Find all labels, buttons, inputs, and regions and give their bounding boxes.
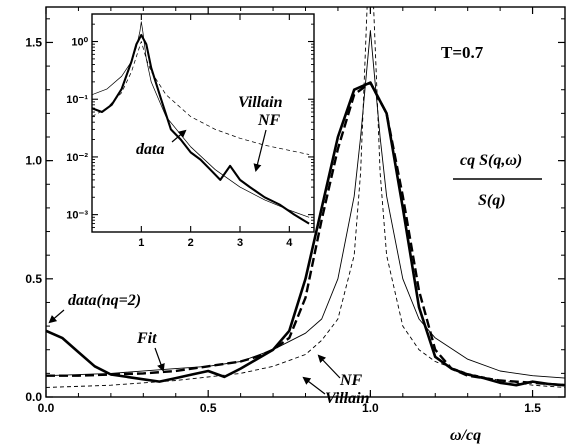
- label-data-nq2: data(nq=2): [68, 292, 141, 309]
- inset-label-data: data: [136, 141, 164, 158]
- main-xtick-label: 0.5: [200, 401, 217, 415]
- main-xtick-label: 1.0: [362, 401, 379, 415]
- label-nf: NF: [339, 372, 363, 389]
- inset-ytick-label: 10⁻²: [66, 152, 88, 164]
- ylabel-denominator: S(q): [478, 192, 506, 209]
- label-fit: Fit: [136, 330, 157, 347]
- main-ytick-label: 1.0: [25, 154, 42, 168]
- inset-label-nf: NF: [257, 112, 281, 129]
- inset-series-nf: [92, 21, 310, 218]
- main-ytick-label: 1.5: [25, 35, 42, 49]
- arrow-data-nq2: [48, 309, 65, 324]
- main-series-nf: [46, 30, 565, 379]
- inset-arrow-data: [171, 129, 187, 143]
- arrow-villain: [302, 376, 326, 395]
- inset-ytick-label: 10⁻³: [66, 210, 88, 222]
- inset-xtick-label: 4: [286, 237, 293, 249]
- inset-ytick-label: 10⁰: [71, 37, 88, 49]
- ylabel-numerator: cq S(q,ω): [460, 152, 522, 169]
- arrow-nf: [317, 354, 341, 379]
- label-villain: Villain: [325, 390, 370, 407]
- main-ytick-label: 0.0: [25, 390, 42, 404]
- main-xtick-label: 0.0: [38, 401, 55, 415]
- arrow-fit: [154, 347, 165, 372]
- inset-xtick-label: 2: [188, 237, 194, 249]
- main-xtick-label: 1.5: [524, 401, 541, 415]
- main-ytick-label: 0.5: [25, 272, 42, 286]
- inset-ytick-label: 10⁻¹: [66, 94, 88, 106]
- inset-xtick-label: 3: [237, 237, 243, 249]
- inset-label-villain: Villain: [238, 94, 283, 111]
- inset-arrow-nf: [253, 129, 267, 172]
- xlabel: ω/cq: [450, 427, 481, 444]
- main-series-fit: [46, 81, 565, 387]
- inset-xtick-label: 1: [138, 237, 144, 249]
- inset-series-data: [92, 33, 310, 225]
- main-series-villain: [46, 7, 565, 388]
- temperature-annotation: T=0.7: [441, 43, 484, 62]
